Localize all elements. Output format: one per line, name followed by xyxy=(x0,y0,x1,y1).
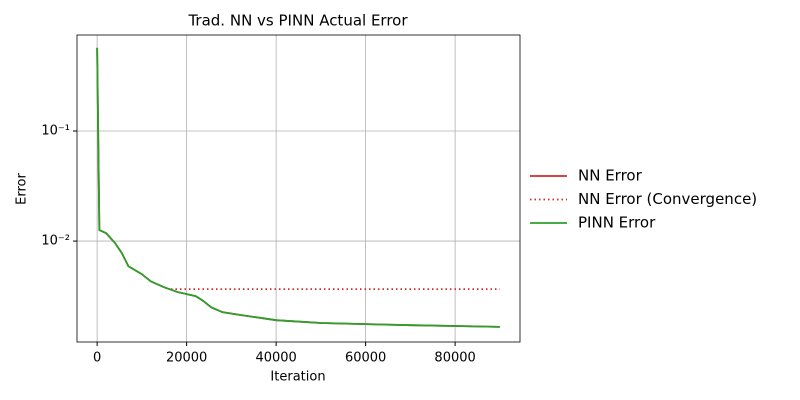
y-tick-label: 10⁻² xyxy=(41,234,70,249)
series-line xyxy=(96,47,500,328)
y-axis-label: Error xyxy=(15,173,30,205)
legend-label: NN Error (Convergence) xyxy=(578,190,757,208)
x-tick-label: 80000 xyxy=(434,351,475,366)
legend-label: NN Error xyxy=(578,167,643,185)
x-tick-label: 40000 xyxy=(255,351,296,366)
x-tick-label: 20000 xyxy=(166,351,207,366)
legend-label: PINN Error xyxy=(578,214,656,232)
x-tick-label: 0 xyxy=(93,351,101,366)
chart-title: Trad. NN vs PINN Actual Error xyxy=(187,12,408,30)
plot-frame xyxy=(76,34,521,343)
y-tick-label: 10⁻¹ xyxy=(41,124,70,139)
x-tick-label: 60000 xyxy=(345,351,386,366)
x-axis-label: Iteration xyxy=(270,370,325,385)
